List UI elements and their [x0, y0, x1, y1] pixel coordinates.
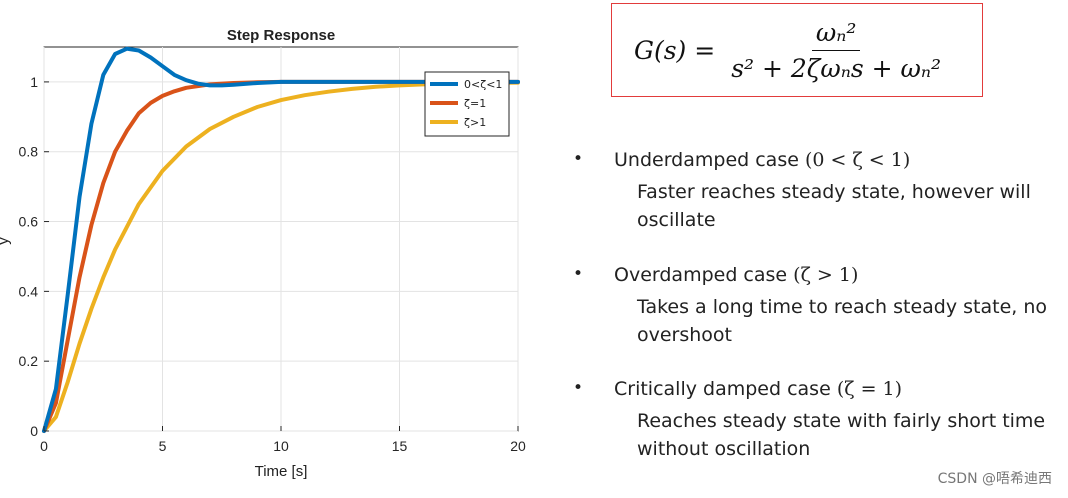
axis-ticks — [43, 81, 519, 432]
bullet-heading: Critically damped case (ζ = 1) — [614, 378, 902, 400]
transfer-function: G(s) = ωₙ² s² + 2ζωₙs + ωₙ² — [634, 6, 945, 94]
bullet-heading: Underdamped case (0 < ζ < 1) — [614, 149, 910, 171]
bullet-condition: (ζ = 1) — [836, 378, 903, 400]
bullet-heading: Overdamped case (ζ > 1) — [614, 264, 858, 286]
formula-denominator: s² + 2ζωₙs + ωₙ² — [731, 53, 942, 83]
bullet-description: Faster reaches steady state, however wil… — [637, 181, 1031, 231]
series-line-0 — [42, 46, 520, 433]
bullet-condition: (ζ > 1) — [793, 264, 859, 286]
watermark: CSDN @唔希迪西 — [937, 471, 1052, 487]
formula-fraction: ωₙ² s² + 2ζωₙs + ωₙ² — [727, 18, 945, 83]
y-tick-label: 1 — [30, 74, 38, 90]
x-axis-label: Time [s] — [255, 463, 308, 480]
bullet-heading-text: Overdamped case — [614, 264, 788, 286]
tick-labels: 0 5 10 15 20 0 0.2 0.4 0.6 0.8 1 — [19, 74, 526, 454]
damping-cases-list: • Underdamped case (0 < ζ < 1) Faster re… — [570, 0, 1068, 498]
y-tick-label: 0.4 — [19, 283, 39, 299]
legend-label: ζ>1 — [464, 116, 486, 129]
legend: 0<ζ<1 ζ=1 ζ>1 — [424, 71, 510, 137]
bullet-description: Reaches steady state with fairly short t… — [637, 410, 1046, 460]
x-tick-label: 5 — [159, 438, 167, 454]
bullet-icon: • — [573, 264, 584, 284]
y-tick-label: 0.6 — [19, 214, 39, 230]
y-tick-label: 0 — [30, 423, 38, 439]
bullet-condition: (0 < ζ < 1) — [804, 149, 911, 171]
chart-title: Step Response — [227, 27, 335, 44]
y-tick-label: 0.2 — [19, 353, 39, 369]
x-tick-label: 15 — [392, 438, 408, 454]
x-tick-label: 20 — [510, 438, 526, 454]
bullet-icon: • — [573, 149, 584, 169]
grid-lines — [43, 47, 519, 432]
legend-label: 0<ζ<1 — [464, 78, 502, 91]
bullet-heading-text: Critically damped case — [614, 378, 831, 400]
step-response-chart: 0 5 10 15 20 0 0.2 0.4 0.6 0.8 1 Step Response Tim… — [0, 27, 526, 480]
transfer-function-box: G(s) = ωₙ² s² + 2ζωₙs + ωₙ² — [611, 3, 983, 97]
y-tick-label: 0.8 — [19, 144, 39, 160]
formula-numerator: ωₙ² — [811, 18, 861, 51]
legend-label: ζ=1 — [464, 97, 486, 110]
x-tick-label: 0 — [40, 438, 48, 454]
y-axis-label: y — [0, 237, 12, 245]
x-tick-label: 10 — [273, 438, 289, 454]
formula-lhs: G(s) = — [634, 35, 716, 65]
bullet-heading-text: Underdamped case — [614, 149, 799, 171]
bullet-description: Takes a long time to reach steady state,… — [637, 296, 1048, 346]
bullet-icon: • — [573, 378, 584, 398]
